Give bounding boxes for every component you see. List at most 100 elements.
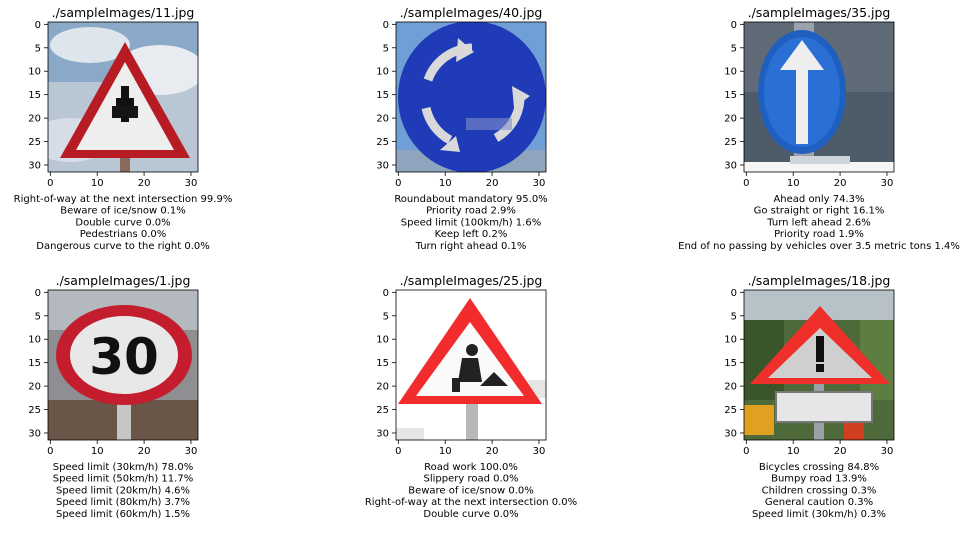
prediction-line: Speed limit (30km/h) 0.3%: [752, 509, 886, 520]
y-tick-label: 5: [35, 43, 41, 54]
y-tick-label: 0: [383, 20, 389, 31]
prediction-line: End of no passing by vehicles over 3.5 m…: [678, 241, 960, 252]
prediction-line: Speed limit (50km/h) 11.7%: [53, 474, 193, 485]
x-tick-label: 30: [533, 178, 546, 189]
x-tick-label: 10: [439, 446, 452, 457]
panel-5-image: [396, 290, 546, 440]
panel-6-image: [744, 290, 894, 440]
prediction-line: General caution 0.3%: [765, 497, 873, 508]
panel-2-image: [396, 22, 546, 172]
y-tick-label: 10: [376, 335, 389, 346]
y-tick-label: 0: [731, 20, 737, 31]
prediction-line: Go straight or right 16.1%: [754, 206, 885, 217]
prediction-line: Speed limit (80km/h) 3.7%: [56, 497, 190, 508]
y-tick-label: 10: [376, 67, 389, 78]
y-tick-label: 25: [28, 405, 41, 416]
panel-4-image: 30: [48, 290, 198, 440]
y-tick-label: 5: [383, 311, 389, 322]
prediction-line: Roundabout mandatory 95.0%: [394, 194, 547, 205]
prediction-line: Speed limit (100km/h) 1.6%: [401, 217, 541, 228]
y-tick-label: 10: [724, 67, 737, 78]
y-tick-label: 5: [383, 43, 389, 54]
y-tick-label: 15: [376, 358, 389, 369]
y-tick-label: 5: [35, 311, 41, 322]
x-tick-label: 20: [486, 446, 499, 457]
y-tick-label: 5: [731, 311, 737, 322]
panel-5: ./sampleImages/25.jpg 0 10 20 30 0 5 10 15 20 25 30…: [365, 273, 577, 520]
y-tick-label: 20: [724, 114, 737, 125]
x-tick-label: 20: [834, 446, 847, 457]
y-tick-label: 30: [724, 428, 737, 439]
panel-1-frame: [47, 21, 199, 173]
prediction-line: Speed limit (30km/h) 78.0%: [53, 462, 193, 473]
panel-3: ./sampleImages/35.jpg 0 10 20 30 0 5 10 15 20 25 30…: [678, 5, 960, 252]
x-tick-label: 30: [881, 446, 894, 457]
panel-3-frame: [743, 21, 895, 173]
prediction-line: Bicycles crossing 84.8%: [759, 462, 879, 473]
x-tick-label: 30: [533, 446, 546, 457]
x-tick-label: 0: [743, 446, 749, 457]
x-tick-label: 0: [47, 178, 53, 189]
prediction-line: Priority road 1.9%: [774, 229, 864, 240]
y-tick-label: 30: [724, 160, 737, 171]
panel-1: ./sampleImages/11.jpg 0 10 20 30 0 5 10 15 20 25 30…: [14, 5, 233, 252]
panel-4-title: ./sampleImages/1.jpg: [56, 273, 191, 288]
y-tick-label: 10: [28, 67, 41, 78]
x-tick-label: 30: [185, 178, 198, 189]
prediction-line: Turn right ahead 0.1%: [415, 241, 527, 252]
panel-4-frame: [47, 289, 199, 441]
x-tick-label: 20: [834, 178, 847, 189]
panel-2-title: ./sampleImages/40.jpg: [400, 5, 543, 20]
y-tick-label: 30: [376, 428, 389, 439]
y-tick-label: 15: [724, 358, 737, 369]
panel-3-title: ./sampleImages/35.jpg: [748, 5, 891, 20]
y-tick-label: 10: [28, 335, 41, 346]
y-tick-label: 25: [724, 405, 737, 416]
panel-1-title: ./sampleImages/11.jpg: [52, 5, 195, 20]
x-tick-label: 30: [185, 446, 198, 457]
y-tick-label: 0: [731, 288, 737, 299]
x-tick-label: 0: [743, 178, 749, 189]
prediction-line: Slippery road 0.0%: [423, 474, 518, 485]
y-tick-label: 0: [35, 288, 41, 299]
y-tick-label: 15: [724, 90, 737, 101]
y-tick-label: 5: [731, 43, 737, 54]
y-tick-label: 25: [724, 137, 737, 148]
x-tick-label: 10: [91, 178, 104, 189]
sign-number: 30: [89, 328, 159, 386]
panel-6-title: ./sampleImages/18.jpg: [748, 273, 891, 288]
prediction-line: Right-of-way at the next intersection 99…: [14, 194, 233, 205]
prediction-line: Keep left 0.2%: [435, 229, 508, 240]
prediction-line: Right-of-way at the next intersection 0.…: [365, 497, 577, 508]
y-tick-label: 25: [376, 137, 389, 148]
y-tick-label: 0: [383, 288, 389, 299]
prediction-line: Turn left ahead 2.6%: [766, 217, 870, 228]
y-tick-label: 20: [724, 382, 737, 393]
prediction-line: Road work 100.0%: [424, 462, 518, 473]
y-tick-label: 20: [376, 382, 389, 393]
y-tick-label: 25: [376, 405, 389, 416]
panel-5-frame: [395, 289, 547, 441]
x-tick-label: 20: [486, 178, 499, 189]
prediction-line: Beware of ice/snow 0.0%: [408, 485, 534, 496]
prediction-line: Speed limit (20km/h) 4.6%: [56, 485, 190, 496]
x-tick-label: 10: [439, 178, 452, 189]
prediction-line: Ahead only 74.3%: [773, 194, 864, 205]
y-tick-label: 20: [28, 114, 41, 125]
y-tick-label: 30: [376, 160, 389, 171]
prediction-line: Priority road 2.9%: [426, 206, 516, 217]
x-tick-label: 10: [91, 446, 104, 457]
panel-5-title: ./sampleImages/25.jpg: [400, 273, 543, 288]
panel-6: ./sampleImages/18.jpg 0 10 20 30 0 5 10 15 20 25 30…: [724, 273, 895, 520]
y-tick-label: 30: [28, 160, 41, 171]
y-tick-label: 20: [28, 382, 41, 393]
prediction-line: Pedestrians 0.0%: [80, 229, 167, 240]
prediction-line: Beware of ice/snow 0.1%: [60, 206, 186, 217]
prediction-line: Children crossing 0.3%: [762, 485, 877, 496]
prediction-line: Double curve 0.0%: [75, 217, 170, 228]
prediction-line: Bumpy road 13.9%: [771, 474, 867, 485]
x-tick-label: 10: [787, 446, 800, 457]
panel-2: ./sampleImages/40.jpg 0 10 20 30 0 5 10 15 20 25 30…: [376, 5, 547, 252]
x-tick-label: 0: [47, 446, 53, 457]
